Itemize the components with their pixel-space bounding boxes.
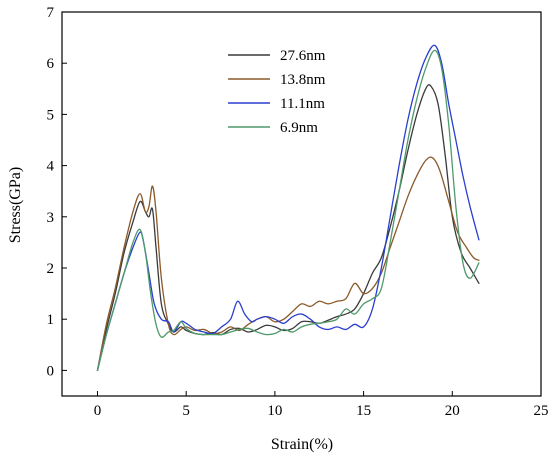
x-tick-label: 25: [534, 403, 549, 419]
y-tick-label: 5: [47, 107, 55, 123]
series-line-2: [96, 44, 480, 372]
x-tick-label: 15: [356, 403, 371, 419]
x-axis-label: Strain(%): [271, 436, 333, 453]
x-tick-label: 0: [94, 403, 102, 419]
x-tick-label: 20: [445, 403, 460, 419]
legend-label: 11.1nm: [280, 96, 325, 112]
series-lines: [96, 44, 480, 372]
y-tick-label: 4: [47, 159, 55, 175]
y-tick-label: 3: [47, 210, 55, 226]
axis-ticks: 0 5 10 15 20 25 0 1 2 3 4 5 6 7: [47, 5, 549, 419]
plot-area-frame: [61, 11, 542, 397]
y-axis-label: Stress(GPa): [7, 167, 24, 243]
y-tick-label: 2: [47, 261, 55, 277]
y-tick-label: 6: [47, 56, 55, 72]
y-tick-label: 7: [47, 5, 55, 21]
series-line-0: [96, 84, 480, 372]
y-tick-label: 0: [47, 363, 55, 379]
legend-label: 27.6nm: [280, 48, 326, 64]
legend-label: 6.9nm: [280, 120, 318, 136]
legend-label: 13.8nm: [280, 72, 326, 88]
series-line-1: [96, 156, 480, 372]
x-tick-label: 5: [182, 403, 190, 419]
x-tick-label: 10: [267, 403, 282, 419]
y-tick-label: 1: [47, 312, 55, 328]
series-line-3: [96, 49, 480, 372]
legend: 27.6nm 13.8nm 11.1nm 6.9nm: [228, 48, 326, 136]
